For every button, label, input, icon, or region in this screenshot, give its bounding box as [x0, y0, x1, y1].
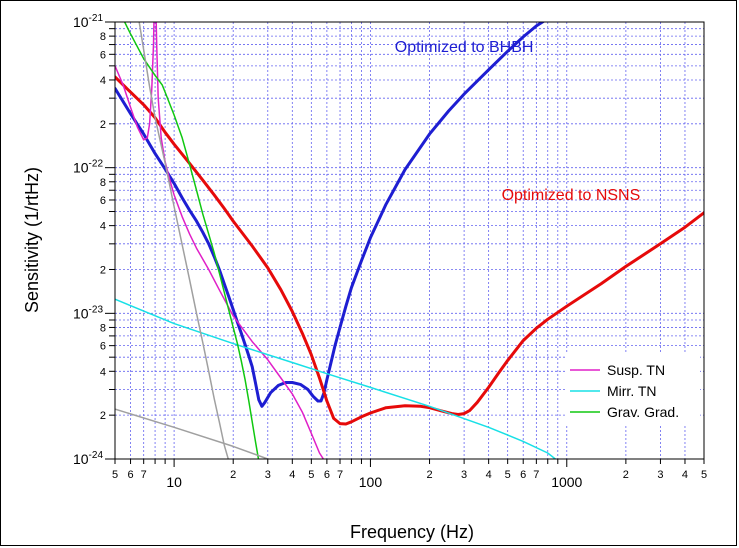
x-tick-label: 4	[289, 469, 295, 481]
x-tick-label: 2	[623, 469, 629, 481]
annotations: Optimized to BHBH Optimized to NSNS	[395, 39, 641, 204]
x-tick-label: 1000	[551, 474, 582, 490]
series-susp-line	[115, 22, 155, 141]
x-tick-label: 3	[657, 469, 663, 481]
x-tick-label: 3	[461, 469, 467, 481]
plot-border	[114, 21, 705, 460]
y-tick-label: 4	[100, 366, 106, 378]
x-tick-label: 100	[359, 474, 383, 490]
x-tick-label: 7	[141, 469, 147, 481]
x-tick-label: 2	[426, 469, 432, 481]
y-tick-label: 8	[100, 322, 106, 334]
y-tick-label: 2	[100, 264, 106, 276]
x-tick-label: 6	[324, 469, 330, 481]
x-tick-label: 7	[337, 469, 343, 481]
x-tick-label: 4	[486, 469, 492, 481]
y-tick-label: 2	[100, 410, 106, 422]
x-tick-label: 5	[701, 469, 707, 481]
series-gray1-line	[138, 22, 230, 459]
y-tick-label: 4	[100, 221, 106, 233]
curve-layer	[115, 22, 704, 459]
x-tick-label: 3	[265, 469, 271, 481]
x-tick-label: 6	[520, 469, 526, 481]
y-tick-label: 2	[100, 119, 106, 131]
x-tick-label: 2	[230, 469, 236, 481]
legend-box	[565, 352, 700, 426]
series-susp2-line	[155, 22, 325, 459]
series-grav-line	[123, 22, 260, 459]
series-mirr-line	[115, 298, 557, 459]
y-axis-title: Sensitivity (1/rtHz)	[22, 167, 42, 313]
y-tick-label: 10-22	[73, 159, 103, 176]
series-gray2-line	[115, 408, 272, 459]
x-tick-label: 5	[505, 469, 511, 481]
y-tick-label: 10-24	[73, 450, 103, 467]
legend-label: Grav. Grad.	[607, 404, 679, 420]
legend-label: Mirr. TN	[607, 383, 657, 399]
y-tick-label: 4	[100, 75, 106, 87]
y-tick-label: 10-21	[73, 13, 103, 30]
y-tick-label: 6	[100, 49, 106, 61]
x-tick-label: 5	[112, 469, 118, 481]
x-axis-title: Frequency (Hz)	[350, 522, 474, 542]
x-tick-label: 6	[127, 469, 133, 481]
x-tick-label: 10	[166, 474, 182, 490]
y-tick-label: 10-23	[73, 304, 103, 321]
x-tick-label: 7	[533, 469, 539, 481]
y-tick-label: 8	[100, 177, 106, 189]
legend: Susp. TN Mirr. TN Grav. Grad.	[565, 352, 700, 426]
y-tick-label: 8	[100, 31, 106, 43]
y-axis: 2 4 6 8 2 4 6 8 2 4 6 8 10-24 10-23 10-22 10-21	[73, 13, 115, 467]
x-tick-label: 5	[308, 469, 314, 481]
y-tick-label: 6	[100, 341, 106, 353]
series-bhbh-line	[115, 22, 546, 408]
series-nsns-line	[115, 75, 704, 426]
legend-label: Susp. TN	[607, 362, 665, 378]
x-axis: 5 6 7 2 3 4 5 6 7 2 3 4 5 6 7 2 3 4 510 100 1000	[112, 459, 707, 490]
y-tick-label: 6	[100, 195, 106, 207]
annotation-bhbh: Optimized to BHBH	[395, 39, 534, 56]
x-tick-label: 4	[682, 469, 688, 481]
annotation-nsns: Optimized to NSNS	[502, 187, 641, 204]
